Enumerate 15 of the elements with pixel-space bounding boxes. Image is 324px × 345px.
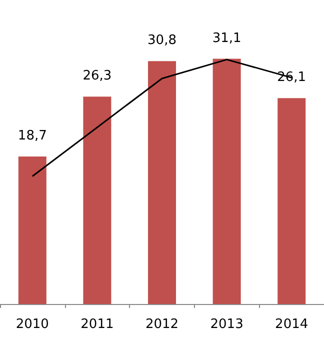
x-tick-label: 2014 [275,317,308,332]
x-tick-label: 2012 [145,317,179,332]
bar [212,58,241,304]
x-tick-label: 2011 [80,317,114,332]
bar [83,96,112,304]
data-label: 26,1 [277,70,306,86]
data-label: 31,1 [212,30,242,46]
bar [278,98,306,304]
bar [148,61,176,304]
data-label: 18,7 [18,128,47,144]
data-label: 30,8 [148,33,176,48]
x-tick-label: 2013 [210,317,244,332]
bar [18,156,46,304]
x-tick-label: 2010 [16,317,49,332]
data-label: 26,3 [82,68,112,84]
